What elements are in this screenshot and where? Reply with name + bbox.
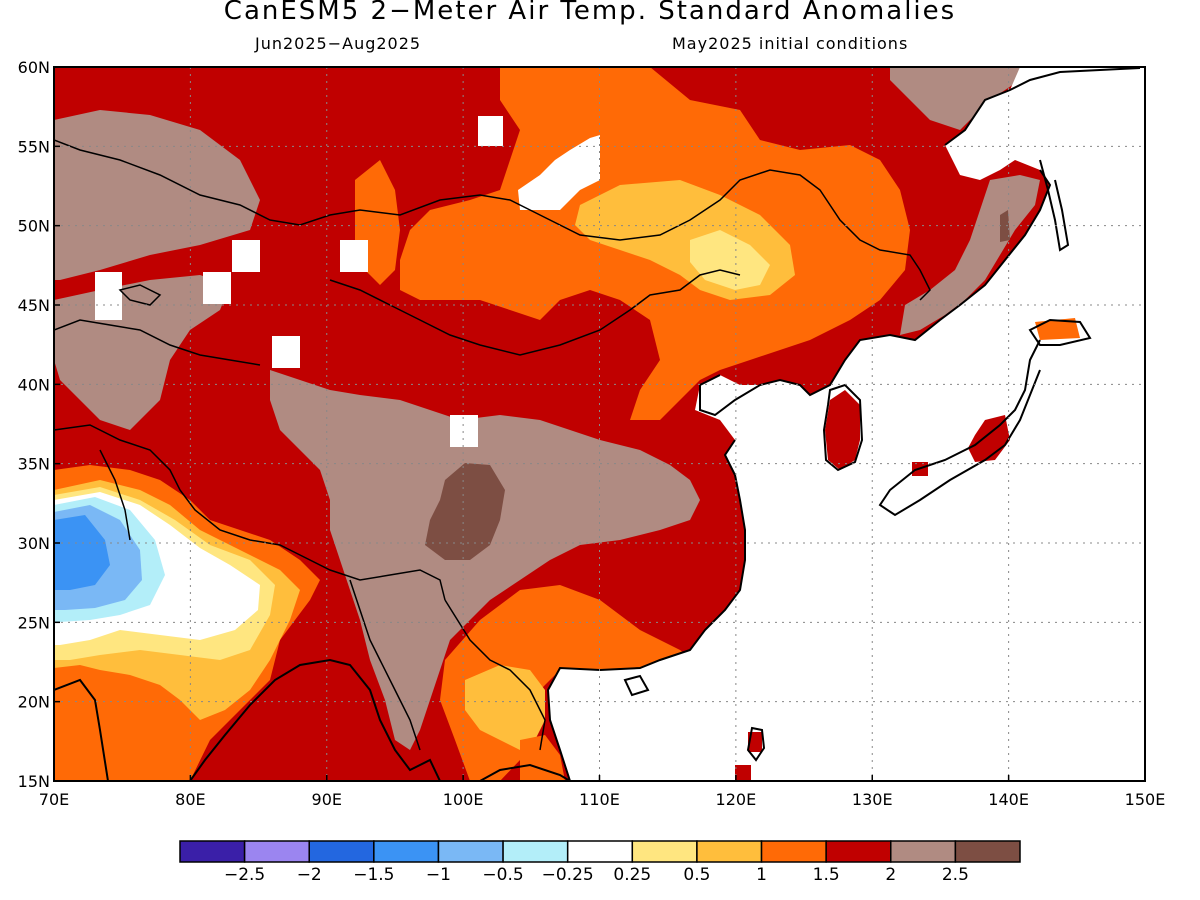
colorbar-swatch	[825, 840, 892, 863]
colorbar-label: −2	[297, 865, 322, 885]
colorbar-label: −1.5	[353, 865, 394, 885]
x-tick-label: 90E	[312, 790, 342, 809]
x-tick-label: 70E	[39, 790, 69, 809]
mask-cell	[232, 240, 260, 272]
colorbar-swatch	[760, 840, 827, 863]
colorbar-swatch	[890, 840, 957, 863]
initial-conditions: May2025 initial conditions	[672, 34, 909, 53]
x-tick-label: 80E	[175, 790, 205, 809]
colorbar-swatch	[373, 840, 440, 863]
borders	[54, 139, 931, 751]
colorbar-swatch	[437, 840, 504, 863]
colorbar-label: 2.5	[942, 865, 969, 885]
x-tick-label: 140E	[988, 790, 1029, 809]
field-brown-farEast	[890, 67, 1025, 130]
field-orange-indochina-south	[520, 735, 565, 781]
coastline-east-asia	[944, 67, 1141, 146]
border-laos-vietnam	[444, 599, 546, 751]
border-central-asia	[54, 319, 261, 366]
colorbar-label: 2	[885, 865, 896, 885]
coastline-indochina	[479, 763, 571, 781]
mask-cell	[478, 116, 503, 146]
colorbar-swatch	[243, 840, 310, 863]
coastline-hokkaido	[1028, 318, 1092, 346]
field-brown-west	[54, 110, 260, 280]
mask-cell	[203, 272, 231, 304]
coastline-china	[699, 169, 1052, 417]
anomaly-field	[54, 67, 1145, 781]
colorbar: −2.5 −2 −1.5 −1 −0.5 −0.25 0.25 0.5 1 1.5 2 2.5	[179, 840, 1021, 885]
coastline-korea	[822, 383, 864, 472]
colorbar-swatch	[954, 840, 1021, 863]
y-tick-label: 60N	[18, 58, 50, 77]
x-tick-label: 120E	[716, 790, 757, 809]
colorbar-swatch	[631, 840, 698, 863]
colorbar-label: 1	[756, 865, 767, 885]
coastline-south-china	[546, 439, 746, 781]
gridlines	[54, 67, 1145, 781]
coastlines	[54, 67, 1141, 781]
coastline-hainan	[623, 674, 650, 697]
forecast-period: Jun2025−Aug2025	[255, 34, 422, 53]
y-tick-label: 40N	[18, 375, 50, 394]
axis-labels: 70E 80E 90E 100E 110E 120E 130E 140E 150E 15N 20N 2…	[18, 58, 1166, 809]
mask-cell	[450, 415, 478, 447]
x-tick-label: 100E	[443, 790, 484, 809]
border-himalaya	[54, 424, 446, 601]
field-korea	[825, 390, 860, 470]
y-tick-label: 20N	[18, 693, 50, 712]
border-mongolia-china	[329, 269, 741, 356]
mask-cell	[272, 336, 300, 368]
field-blue-india	[54, 515, 110, 590]
field-philippines	[735, 765, 751, 781]
y-tick-label: 45N	[18, 296, 50, 315]
mask-cell	[95, 272, 122, 320]
x-tick-label: 110E	[579, 790, 620, 809]
border-myanmar	[349, 579, 421, 751]
colorbar-swatch	[308, 840, 375, 863]
border-russia-kazakhstan	[54, 139, 931, 301]
coastline-bay-of-bengal	[189, 658, 441, 781]
field-taiwan	[748, 732, 762, 752]
y-tick-label: 55N	[18, 137, 50, 156]
border-lake-balkhash	[118, 284, 162, 306]
x-tick-label: 150E	[1125, 790, 1166, 809]
colorbar-swatch	[696, 840, 763, 863]
coastline-india	[54, 678, 109, 781]
y-tick-label: 25N	[18, 613, 50, 632]
coastline-japan	[878, 339, 1041, 517]
mask-baikal	[518, 135, 600, 210]
y-tick-label: 50N	[18, 217, 50, 236]
colorbar-label: −2.5	[224, 865, 265, 885]
y-tick-label: 35N	[18, 455, 50, 474]
colorbar-swatch	[566, 840, 634, 863]
colorbar-swatch	[179, 840, 246, 863]
field-darkbrown-core	[425, 463, 505, 560]
y-tick-label: 30N	[18, 534, 50, 553]
field-darkbrown-small	[1000, 210, 1010, 242]
y-tick-label: 15N	[18, 772, 50, 791]
coastline-sakhalin	[1039, 159, 1070, 252]
mask-cell	[340, 240, 368, 272]
field-yellow-mongolia	[690, 230, 770, 290]
colorbar-swatch	[502, 840, 569, 863]
colorbar-label: −0.25	[542, 865, 594, 885]
colorbar-label: 1.5	[813, 865, 840, 885]
field-light-orange-indochina	[465, 665, 545, 750]
colorbar-label: −0.5	[482, 865, 523, 885]
border-india-pakistan	[99, 449, 131, 541]
map-title: CanESM5 2−Meter Air Temp. Standard Anoma…	[223, 0, 957, 26]
colorbar-label: 0.25	[613, 865, 651, 885]
field-japan-hokkaido	[1035, 318, 1080, 340]
colorbar-label: −1	[426, 865, 451, 885]
coastline-taiwan	[746, 726, 766, 762]
x-tick-label: 130E	[852, 790, 893, 809]
colorbar-label: 0.5	[683, 865, 710, 885]
